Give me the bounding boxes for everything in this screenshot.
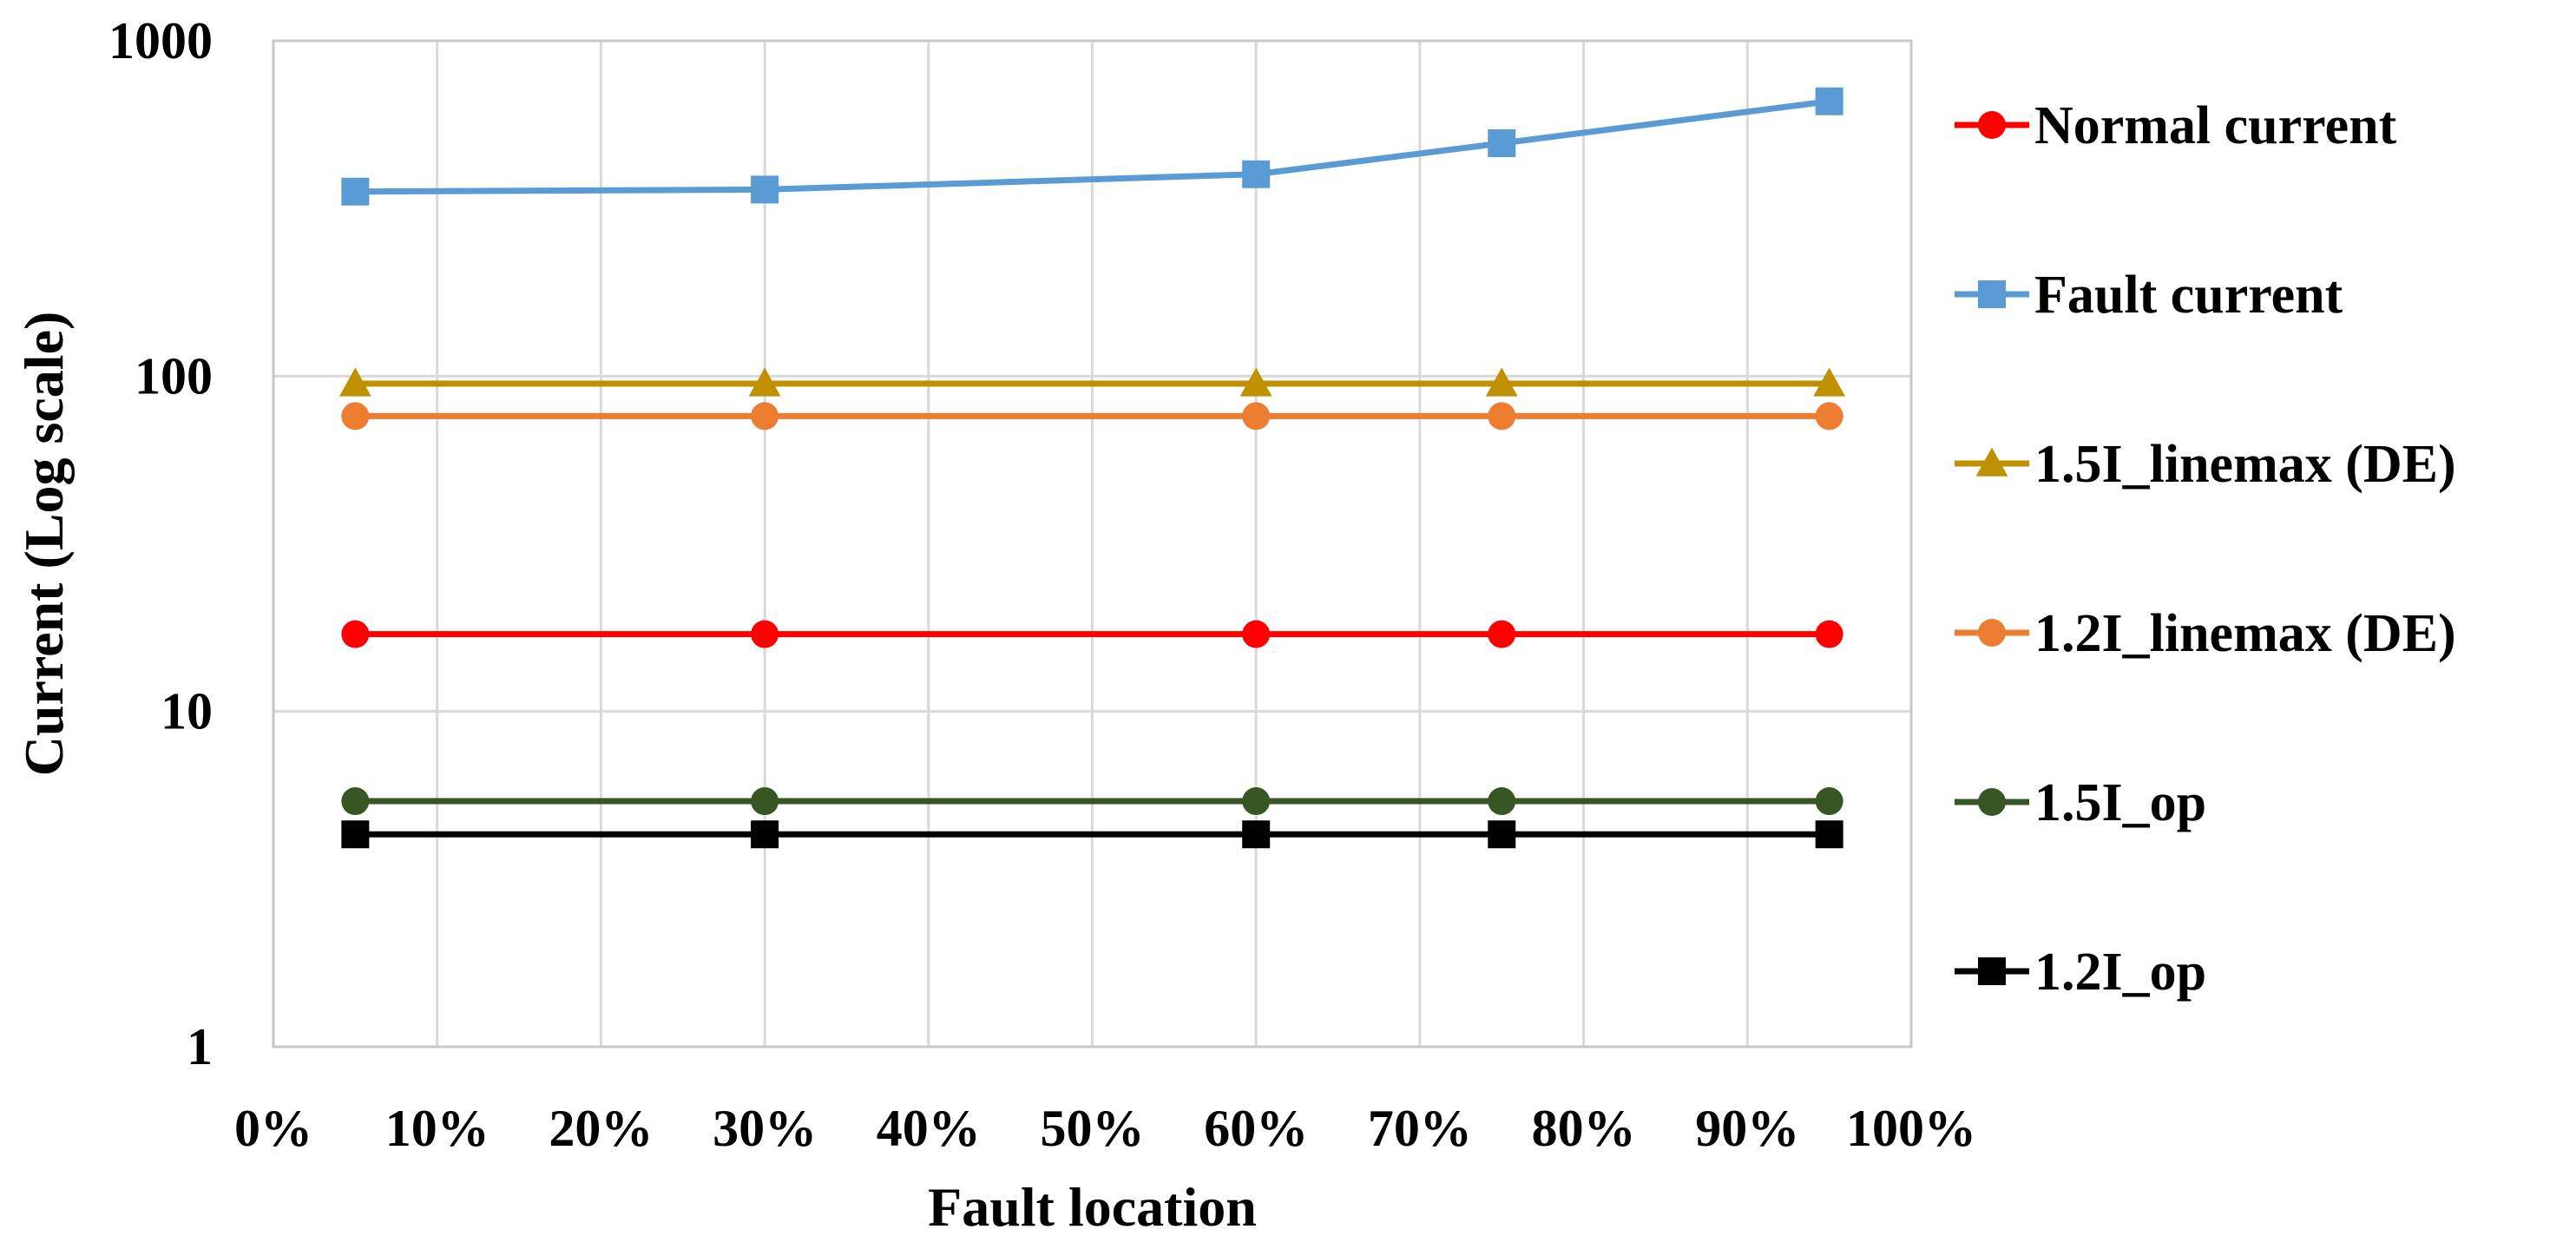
data-point	[341, 402, 370, 431]
legend-label: 1.5I_op	[2034, 773, 2206, 832]
legend-item: Normal current	[1955, 96, 2397, 155]
series-4	[341, 402, 1843, 431]
data-point	[1242, 620, 1271, 648]
data-point	[751, 620, 779, 648]
series-2	[341, 87, 1843, 206]
data-point	[751, 787, 779, 816]
data-point	[341, 620, 370, 648]
data-point	[1239, 367, 1272, 397]
legend-item: Fault current	[1955, 266, 2343, 325]
data-point	[1815, 787, 1843, 816]
legend-label: Normal current	[2034, 96, 2397, 155]
data-point	[341, 177, 370, 206]
data-point	[1242, 402, 1271, 431]
data-point	[1815, 820, 1843, 849]
data-point	[1488, 787, 1516, 816]
data-point	[1488, 620, 1516, 648]
x-tick-label: 20%	[549, 1100, 653, 1157]
data-point	[751, 175, 779, 204]
legend-label: Fault current	[2034, 266, 2343, 325]
legend-item: 1.2I_op	[1955, 943, 2206, 1002]
data-point	[1815, 87, 1843, 115]
x-tick-label: 90%	[1695, 1100, 1799, 1157]
y-tick-label: 1	[187, 1018, 213, 1075]
x-tick-label: 10%	[385, 1100, 490, 1157]
x-tick-label: 80%	[1532, 1100, 1636, 1157]
x-tick-label: 40%	[877, 1100, 981, 1157]
legend-label: 1.2I_linemax (DE)	[2034, 604, 2456, 663]
data-point	[1488, 128, 1516, 157]
x-tick-label: 100%	[1846, 1100, 1976, 1157]
legend: Normal current Fault current 1.5I_linemax …	[1955, 96, 2456, 1002]
series-6	[341, 820, 1843, 849]
x-tick-label: 50%	[1041, 1100, 1145, 1157]
data-point	[1242, 160, 1271, 188]
data-point	[1978, 111, 2006, 139]
grid	[273, 41, 1911, 1047]
x-axis-title: Fault location	[928, 1176, 1257, 1238]
plot-area	[272, 39, 1913, 1049]
data-point	[1978, 957, 2006, 985]
x-tick-label: 0%	[234, 1100, 312, 1157]
x-tick-label: 30%	[713, 1100, 817, 1157]
y-tick-label: 100	[135, 347, 213, 404]
data-point	[1975, 447, 2008, 477]
data-point	[1813, 367, 1846, 397]
y-axis-title: Current (Log scale)	[13, 312, 75, 777]
data-point	[1488, 402, 1516, 431]
data-point	[1978, 280, 2006, 308]
y-tick-label: 1000	[108, 12, 213, 69]
legend-item: 1.5I_linemax (DE)	[1955, 435, 2456, 494]
data-point	[338, 367, 371, 397]
series-1	[341, 620, 1843, 648]
data-point	[1242, 820, 1271, 849]
x-axis-ticks: 0% 10% 20% 30% 40% 50% 60% 70% 80% 90% 100%	[234, 1100, 1976, 1157]
data-point	[1242, 787, 1271, 816]
data-point	[1488, 820, 1516, 849]
legend-item: 1.2I_linemax (DE)	[1955, 604, 2456, 663]
series-3	[338, 367, 1846, 397]
data-point	[1815, 402, 1843, 431]
legend-item: 1.5I_op	[1955, 773, 2206, 832]
data-point	[748, 367, 781, 397]
legend-label: 1.5I_linemax (DE)	[2034, 435, 2456, 494]
x-tick-label: 60%	[1204, 1100, 1308, 1157]
data-point	[1485, 367, 1518, 397]
y-tick-label: 10	[161, 683, 213, 740]
series-layer	[338, 87, 1846, 849]
data-point	[1978, 619, 2006, 647]
legend-label: 1.2I_op	[2034, 943, 2206, 1002]
data-point	[1978, 788, 2006, 816]
data-point	[341, 820, 370, 849]
data-point	[751, 402, 779, 431]
series-5	[341, 787, 1843, 816]
x-tick-label: 70%	[1368, 1100, 1472, 1157]
y-axis-ticks: 1 10 100 1000	[108, 12, 213, 1075]
data-point	[341, 787, 370, 816]
data-point	[751, 820, 779, 849]
data-point	[1815, 620, 1843, 648]
